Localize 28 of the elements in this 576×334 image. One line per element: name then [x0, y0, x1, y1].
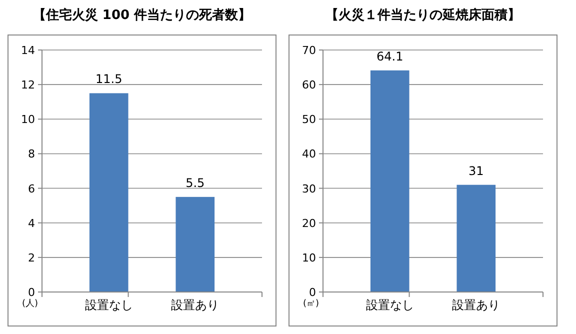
y-tick-label: 12: [21, 78, 35, 92]
y-tick-label: 50: [302, 113, 316, 126]
y-tick-label: 14: [21, 44, 35, 57]
y-tick-label: 30: [302, 182, 316, 196]
data-label: 31: [468, 164, 484, 178]
data-label: 11.5: [96, 72, 122, 86]
y-tick-label: 10: [302, 251, 316, 264]
y-tick-label: 8: [28, 148, 35, 161]
chart-title: 【住宅火災 100 件当たりの死者数】: [32, 7, 252, 23]
y-axis-title: (人): [22, 298, 38, 309]
x-tick-label: 設置あり: [171, 298, 220, 312]
y-tick-label: 4: [28, 216, 35, 230]
y-tick-label: 2: [28, 251, 35, 264]
y-tick-label: 6: [28, 182, 35, 196]
y-tick-label: 0: [309, 286, 316, 299]
data-label: 64.1: [376, 49, 404, 64]
y-tick-label: 60: [302, 78, 316, 92]
y-tick-label: 20: [302, 216, 316, 230]
data-label: 5.5: [186, 176, 205, 190]
y-tick-label: 70: [302, 44, 316, 57]
y-tick-label: 10: [21, 113, 35, 126]
x-tick-label: 設置なし: [366, 298, 414, 312]
x-tick-label: 設置あり: [452, 298, 500, 312]
y-tick-label: 40: [302, 148, 316, 161]
y-tick-label: 0: [28, 286, 35, 299]
chart-title: 【火災１件当たりの延焼床面積】: [326, 7, 520, 23]
y-axis-title: (㎡): [302, 299, 319, 309]
x-tick-label: 設置なし: [84, 298, 133, 312]
